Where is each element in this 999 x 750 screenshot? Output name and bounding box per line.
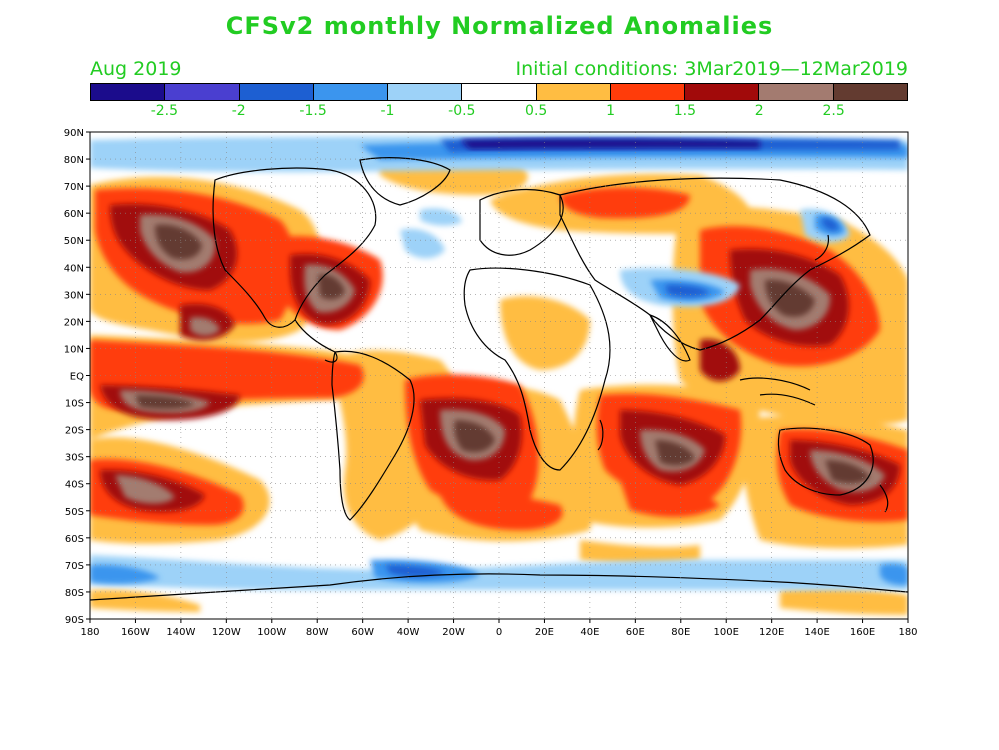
initial-conditions: Initial conditions: 3Mar2019—12Mar2019 — [515, 58, 908, 80]
colorbar-label: 2.5 — [822, 103, 845, 119]
latitude-label: 40N — [64, 263, 84, 274]
colorbar-cell — [536, 84, 611, 100]
colorbar-cell — [239, 84, 314, 100]
latitude-labels: 90N 80N 70N 60N 50N 40N 30N 20N 10N EQ 10S 20S 30S 40… — [64, 128, 84, 626]
latitude-label: 50N — [64, 236, 84, 247]
longitude-ticks — [89, 619, 909, 623]
longitude-label: 140E — [804, 627, 829, 638]
longitude-label: 40W — [397, 627, 420, 638]
longitude-label: 140W — [166, 627, 195, 638]
longitude-label: 160E — [850, 627, 875, 638]
longitude-label: 80W — [306, 627, 329, 638]
latitude-label: 60S — [65, 534, 84, 545]
latitude-label: 10N — [64, 344, 84, 355]
colorbar-cell — [833, 84, 907, 100]
graticule — [90, 132, 908, 619]
anomaly-2.5-field — [135, 224, 870, 484]
colorbar-cell — [313, 84, 389, 100]
colorbar-cell — [91, 84, 166, 100]
latitude-label: 20N — [64, 317, 84, 328]
longitude-label: 120W — [212, 627, 241, 638]
latitude-label: 50S — [65, 507, 84, 518]
coastlines — [90, 157, 908, 601]
longitude-label: 120E — [759, 627, 784, 638]
longitude-label: 60W — [351, 627, 374, 638]
latitude-label: 30N — [64, 290, 84, 301]
longitude-label: 60E — [626, 627, 645, 638]
longitude-label: 40E — [580, 627, 599, 638]
colorbar-label: -1.5 — [299, 103, 327, 119]
colorbar-label: 1 — [606, 103, 615, 119]
latitude-label: 40S — [65, 480, 84, 491]
longitude-label: 80E — [671, 627, 690, 638]
latitude-label: 70S — [65, 561, 84, 572]
colorbar-label: 1.5 — [673, 103, 697, 119]
colorbar-cell — [685, 84, 760, 100]
longitude-label: 0 — [496, 627, 502, 638]
colorbar-label: -0.5 — [448, 103, 476, 119]
map-field — [90, 132, 908, 619]
valid-month: Aug 2019 — [90, 58, 182, 80]
latitude-label: 80N — [64, 155, 84, 166]
longitude-label: 180 — [80, 627, 99, 638]
colorbar-cell — [165, 84, 240, 100]
colorbar-label: -2 — [231, 103, 246, 119]
latitude-label: 90S — [65, 615, 84, 626]
latitude-ticks — [86, 131, 90, 620]
colorbar-label: 0.5 — [525, 103, 548, 119]
longitude-label: 100W — [257, 627, 286, 638]
longitude-label: 20E — [535, 627, 554, 638]
colorbar-label: -2.5 — [150, 103, 179, 119]
colorbar-labels: -2.5 -2 -1.5 -1 -0.5 0.5 1 1.5 2 2.5 — [90, 103, 908, 121]
latitude-label: 10S — [65, 399, 84, 410]
colorbar-cell — [610, 84, 686, 100]
latitude-label: 80S — [65, 588, 84, 599]
longitude-label: 100E — [714, 627, 739, 638]
longitude-label: 180 — [898, 627, 917, 638]
latitude-label: 20S — [65, 426, 84, 437]
latitude-label: 90N — [64, 128, 84, 139]
latitude-label: 70N — [64, 182, 84, 193]
anomaly-neg2-field — [460, 138, 760, 149]
latitude-label: EQ — [70, 372, 84, 383]
colorbar-cell — [462, 84, 537, 100]
colorbar — [90, 83, 908, 101]
longitude-labels: 180 160W 140W 120W 100W 80W 60W 40W 20W 0 20E 40E 60… — [80, 627, 917, 638]
colorbar-cell — [388, 84, 463, 100]
latitude-label: 30S — [65, 453, 84, 464]
longitude-label: 160W — [121, 627, 150, 638]
longitude-label: 20W — [442, 627, 465, 638]
latitude-label: 60N — [64, 209, 84, 220]
colorbar-label: 2 — [754, 103, 764, 119]
colorbar-cell — [759, 84, 834, 100]
chart-title: CFSv2 monthly Normalized Anomalies — [225, 12, 774, 40]
colorbar-label: -1 — [380, 103, 395, 119]
